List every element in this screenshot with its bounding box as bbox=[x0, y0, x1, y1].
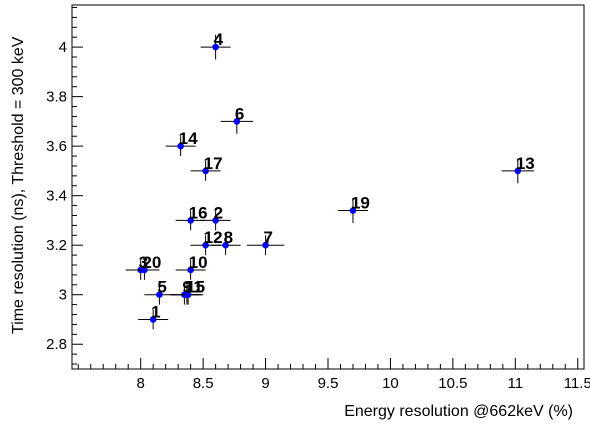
point-label: 14 bbox=[179, 129, 198, 148]
data-point bbox=[220, 109, 254, 134]
point-label: 6 bbox=[235, 104, 244, 123]
point-label: 3 bbox=[139, 253, 148, 272]
point-label: 1 bbox=[151, 302, 160, 321]
data-point bbox=[190, 161, 221, 181]
point-label: 4 bbox=[214, 30, 224, 49]
point-marker bbox=[149, 316, 157, 323]
point-label: 16 bbox=[189, 203, 208, 222]
point-label: 2 bbox=[214, 203, 223, 222]
axis-tick-labels: 8 8.5 9 9.5 10 10.5 11 11.5 2.8 3 3.2 3.4 3.6 3.8 4 bbox=[46, 39, 590, 392]
data-point bbox=[175, 210, 206, 231]
data-point bbox=[138, 309, 169, 330]
point-marker bbox=[514, 167, 522, 175]
point-marker bbox=[212, 43, 219, 51]
x-tick-label: 9 bbox=[261, 375, 269, 392]
y-tick-label: 3.6 bbox=[46, 138, 67, 155]
data-point bbox=[501, 158, 535, 184]
y-tick-label: 3.4 bbox=[46, 188, 67, 205]
x-axis-title: Energy resolution @662keV (%) bbox=[344, 403, 573, 420]
point-label: 17 bbox=[204, 154, 223, 173]
x-tick-label: 10 bbox=[382, 375, 399, 392]
y-tick-label: 3 bbox=[59, 287, 67, 304]
data-point bbox=[173, 284, 204, 305]
axis-ticks bbox=[72, 6, 579, 369]
y-tick-label: 3.2 bbox=[46, 237, 67, 254]
point-marker bbox=[262, 241, 269, 249]
y-tick-label: 4 bbox=[59, 39, 67, 56]
x-tick-label: 11 bbox=[508, 375, 524, 392]
data-point bbox=[337, 198, 368, 223]
point-label: 7 bbox=[264, 228, 273, 247]
point-label: 10 bbox=[189, 253, 208, 272]
point-label: 12 bbox=[204, 228, 223, 247]
data-point bbox=[175, 260, 206, 280]
point-marker bbox=[187, 266, 194, 274]
point-label: 11 bbox=[185, 278, 203, 297]
point-marker bbox=[222, 241, 229, 249]
data-point bbox=[165, 136, 196, 157]
point-marker bbox=[349, 207, 357, 214]
point-label: 9 bbox=[182, 278, 191, 297]
y-tick-label: 2.8 bbox=[46, 336, 67, 353]
point-label: 8 bbox=[224, 228, 233, 247]
point-marker bbox=[202, 241, 209, 249]
plot-frame bbox=[71, 4, 585, 370]
data-point bbox=[246, 235, 285, 256]
point-label: 20 bbox=[142, 253, 161, 272]
point-label: 13 bbox=[516, 154, 535, 173]
x-tick-label: 9.5 bbox=[318, 375, 339, 392]
point-label: 15 bbox=[186, 278, 205, 297]
x-tick-label: 8 bbox=[137, 375, 145, 392]
point-marker bbox=[187, 217, 194, 224]
data-point bbox=[190, 235, 221, 256]
point-marker bbox=[233, 118, 241, 125]
point-marker bbox=[177, 142, 184, 150]
point-marker bbox=[202, 167, 209, 175]
y-axis-title: Time resolution (ns), Threshold = 300 ke… bbox=[10, 36, 27, 334]
x-tick-label: 8.5 bbox=[193, 375, 214, 392]
x-tick-label: 11.5 bbox=[564, 375, 590, 392]
point-marker bbox=[184, 291, 192, 299]
point-label: 19 bbox=[351, 194, 370, 213]
point-marker bbox=[156, 291, 163, 299]
point-label: 5 bbox=[157, 278, 166, 297]
point-marker bbox=[212, 217, 219, 224]
point-marker bbox=[141, 266, 148, 274]
x-tick-label: 10.5 bbox=[438, 375, 467, 392]
data-point bbox=[129, 260, 160, 280]
y-tick-label: 3.8 bbox=[46, 89, 67, 106]
data-point bbox=[200, 34, 231, 60]
data-points bbox=[125, 34, 535, 330]
